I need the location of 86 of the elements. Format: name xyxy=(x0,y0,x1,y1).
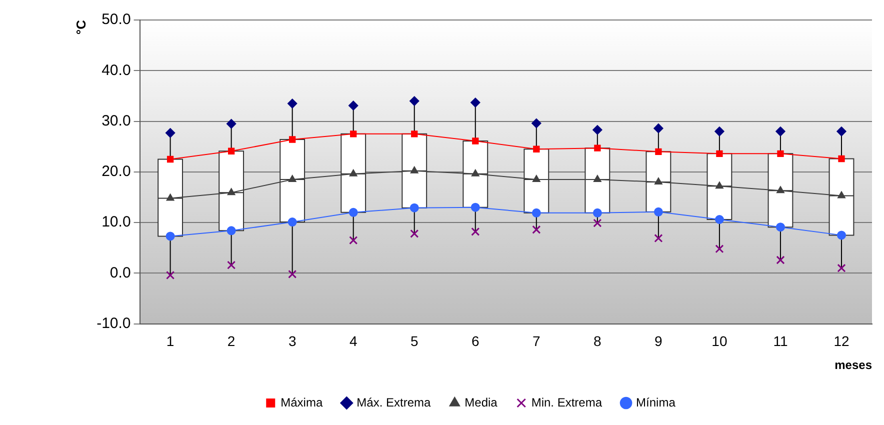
point xyxy=(532,225,541,234)
point xyxy=(410,203,419,212)
point xyxy=(532,174,540,182)
point xyxy=(655,148,662,155)
point xyxy=(226,119,236,129)
point xyxy=(166,194,174,201)
point xyxy=(838,191,846,198)
point xyxy=(410,96,420,106)
point xyxy=(288,98,298,108)
point xyxy=(837,264,846,272)
x-tick-label: 1 xyxy=(166,333,174,350)
point xyxy=(166,270,175,280)
x-tick-label: 4 xyxy=(349,333,358,350)
point xyxy=(592,208,602,218)
x-tick-label: 2 xyxy=(227,333,236,350)
point xyxy=(166,232,175,241)
point xyxy=(350,130,357,138)
point xyxy=(776,222,785,232)
point xyxy=(227,188,236,196)
point xyxy=(592,125,602,135)
y-tick-label: 10.0 xyxy=(102,214,131,231)
y-tick-label: 40.0 xyxy=(102,62,131,79)
legend-label: Máxima xyxy=(280,395,323,410)
y-tick-label: 0.0 xyxy=(110,264,131,282)
point xyxy=(288,218,297,227)
point xyxy=(714,214,724,224)
point xyxy=(288,174,296,182)
x-tick-label: 6 xyxy=(471,333,480,350)
x-tick-label: 11 xyxy=(773,333,788,350)
point xyxy=(715,182,724,189)
point xyxy=(349,169,358,176)
y-axis-title: °C xyxy=(73,19,88,35)
x-tick-label: 9 xyxy=(654,333,663,350)
point xyxy=(776,126,786,136)
x-tick-label: 8 xyxy=(594,333,602,350)
point xyxy=(594,144,601,152)
point xyxy=(471,227,480,236)
point xyxy=(532,208,541,218)
point xyxy=(593,218,602,228)
point xyxy=(166,128,176,138)
point xyxy=(654,207,663,216)
y-tick-label: 30.0 xyxy=(102,112,131,130)
point xyxy=(838,155,845,162)
point xyxy=(411,130,418,138)
point xyxy=(776,256,785,264)
x-tick-label: 7 xyxy=(532,333,541,350)
legend-label: Min. Extrema xyxy=(531,395,602,410)
x-tick-label: 3 xyxy=(288,333,296,350)
point xyxy=(715,244,724,254)
point xyxy=(166,156,174,163)
point xyxy=(228,148,235,154)
point xyxy=(836,126,846,136)
point xyxy=(410,229,419,238)
point xyxy=(593,174,602,182)
point xyxy=(777,150,784,157)
x-tick-label: 5 xyxy=(410,333,418,350)
y-tick-label: -10.0 xyxy=(96,314,131,332)
legend-label: Mínima xyxy=(636,395,676,410)
point xyxy=(288,270,297,278)
point xyxy=(654,234,663,243)
point xyxy=(654,124,664,134)
point xyxy=(348,208,358,217)
point xyxy=(410,166,418,174)
y-tick-label: 50.0 xyxy=(102,11,131,28)
point xyxy=(472,138,479,144)
point xyxy=(470,202,480,212)
point xyxy=(836,230,846,240)
point xyxy=(714,126,724,136)
point xyxy=(716,150,723,157)
point xyxy=(654,178,662,185)
x-tick-label: 12 xyxy=(834,333,850,350)
x-tick-label: 10 xyxy=(712,333,728,350)
legend-label: Media xyxy=(464,395,498,410)
legend-label: Máx. Extrema xyxy=(356,395,431,410)
point xyxy=(227,260,236,270)
point xyxy=(532,118,542,128)
point xyxy=(776,186,784,194)
point xyxy=(289,136,296,143)
y-tick-label: 20.0 xyxy=(102,163,131,180)
point xyxy=(348,100,358,110)
point xyxy=(471,169,480,176)
point xyxy=(533,146,540,152)
point xyxy=(226,226,236,236)
point xyxy=(349,236,358,245)
point xyxy=(470,98,480,108)
x-axis-title: meses xyxy=(834,358,872,372)
